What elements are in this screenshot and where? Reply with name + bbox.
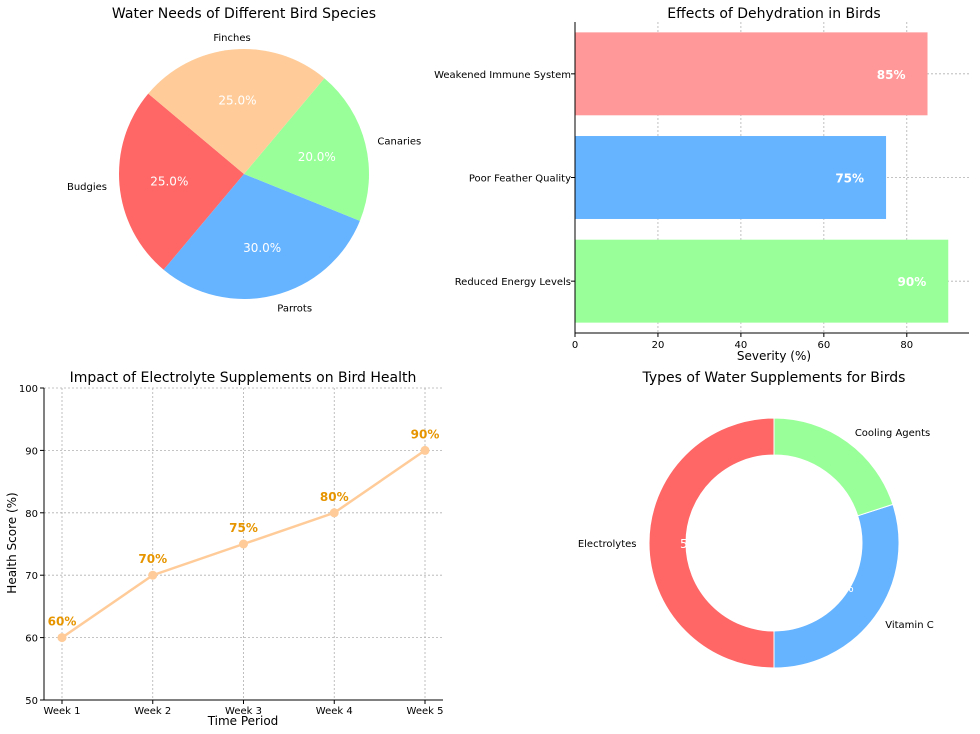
pie1-slice-parrots [163, 174, 360, 300]
line3-point [57, 633, 67, 643]
line3-point [420, 445, 430, 455]
pie1-slice-budgies [119, 93, 244, 270]
pie1-slice-finches [148, 49, 325, 174]
bar2-value-label: 85% [877, 68, 906, 82]
pie1-slice-label: Canaries [377, 137, 421, 148]
pie1-pct-label: 25.0% [218, 93, 256, 107]
line3-ytick-label: 80 [25, 509, 38, 520]
bar2-bar [575, 136, 887, 219]
bar2-xtick-label: 40 [735, 340, 748, 351]
pie1-slice-canaries [244, 78, 370, 221]
line3-point [239, 539, 248, 549]
line3-xtick-label: Week 4 [316, 706, 353, 717]
donut4-title: Types of Water Supplements for Birds [642, 370, 906, 386]
bar2-bar [575, 239, 949, 323]
line3-ytick-label: 90 [25, 446, 38, 457]
line3-point [148, 570, 158, 580]
pie1-title: Water Needs of Different Bird Species [112, 6, 376, 22]
bar2-xtick-label: 0 [572, 340, 578, 351]
bar-chart-dehydration: Effects of Dehydration in Birds 90% 75% 85… [434, 6, 969, 363]
line3-xtick-label: Week 5 [407, 706, 444, 717]
line3-value-label: 90% [411, 427, 440, 441]
line3-value-label: 70% [138, 552, 167, 566]
bar2-category-label: Poor Feather Quality [469, 174, 571, 185]
bar2-value-label: 90% [898, 275, 927, 289]
line3-ytick-label: 70 [25, 571, 38, 582]
donut4-hole [686, 455, 862, 631]
line3-ytick-label: 50 [25, 696, 38, 707]
line3-ylabel: Health Score (%) [5, 492, 19, 593]
bar2-category-label: Weakened Immune System [434, 70, 571, 81]
line3-xtick-label: Week 3 [225, 706, 262, 717]
bar2-value-label: 75% [835, 172, 864, 186]
donut4-slice-label: Cooling Agents [855, 428, 930, 439]
line3-value-label: 75% [229, 521, 258, 535]
bar2-title: Effects of Dehydration in Birds [667, 6, 880, 22]
bar2-category-label: Reduced Energy Levels [455, 277, 571, 288]
line3-ytick-label: 100 [19, 384, 38, 395]
line3-ytick-label: 60 [25, 634, 38, 645]
bar2-bar [575, 32, 928, 116]
pie1-pct-label: 20.0% [298, 150, 336, 164]
bar2-xtick-label: 60 [817, 340, 830, 351]
line3-xtick-label: Week 1 [44, 706, 81, 717]
pie-chart-water-needs: Water Needs of Different Bird Species 25… [67, 6, 421, 314]
bar2-xtick-label: 80 [900, 340, 913, 351]
line3-xlabel: Time Period [207, 714, 279, 728]
bar2-xtick-label: 20 [652, 340, 665, 351]
line3-value-label: 80% [320, 490, 349, 504]
donut-chart-supplements: Types of Water Supplements for Birds Ele… [578, 370, 934, 669]
pie1-pct-label: 25.0% [150, 175, 188, 189]
line3-point [329, 508, 339, 518]
line3-xtick-label: Week 2 [134, 706, 171, 717]
pie1-pct-label: 30.0% [243, 241, 281, 255]
pie1-slice-label: Budgies [67, 182, 107, 193]
pie1-slice-label: Finches [213, 33, 250, 44]
donut4-slice-label: Electrolytes [578, 539, 637, 550]
bar2-xlabel: Severity (%) [737, 349, 811, 363]
pie1-slice-label: Parrots [277, 303, 312, 314]
line3-value-label: 60% [48, 615, 77, 629]
line-chart-electrolytes: Impact of Electrolyte Supplements on Bir… [5, 370, 443, 728]
line3-title: Impact of Electrolyte Supplements on Bir… [70, 370, 417, 386]
donut4-slice-label: Vitamin C [885, 620, 933, 631]
